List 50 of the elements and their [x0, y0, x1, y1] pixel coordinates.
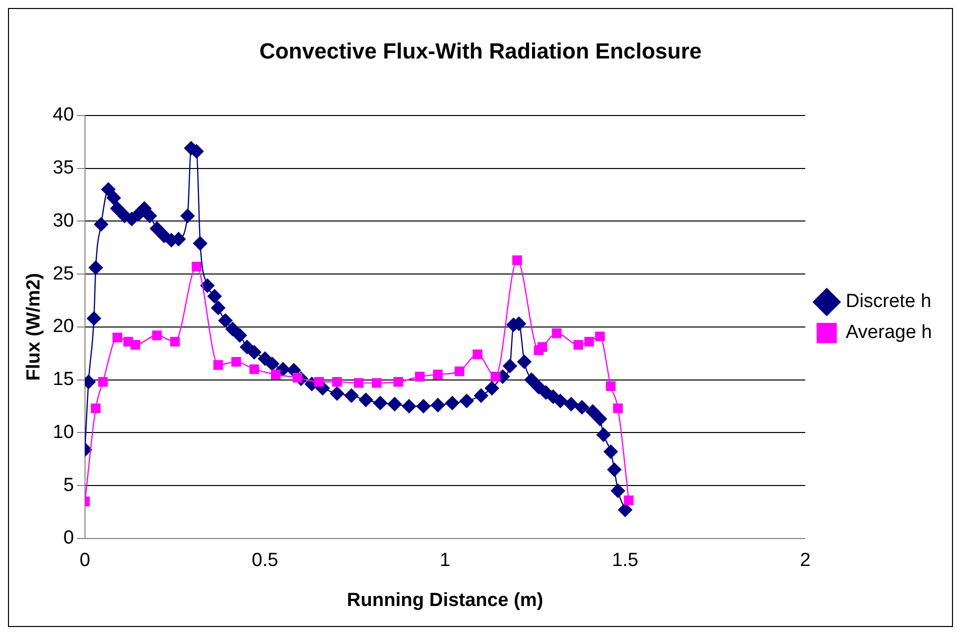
point	[393, 377, 404, 387]
point	[130, 340, 140, 350]
x-axis-title: Running Distance (m)	[346, 590, 544, 611]
point	[584, 336, 594, 347]
point	[552, 328, 562, 338]
point	[433, 370, 443, 380]
point	[372, 378, 382, 388]
point	[90, 403, 101, 414]
point	[490, 372, 500, 382]
y-tick-label: 25	[52, 263, 74, 284]
point	[192, 262, 202, 272]
x-tick-label: 0.5	[252, 550, 278, 572]
point	[595, 332, 605, 342]
point	[454, 366, 464, 376]
point	[624, 495, 634, 506]
point	[573, 340, 584, 350]
legend-label: Discrete h	[846, 291, 932, 312]
point	[613, 403, 623, 414]
point	[606, 381, 616, 391]
x-tick-label: 1	[440, 550, 450, 572]
y-tick-label: 30	[52, 210, 74, 232]
point	[213, 360, 224, 370]
y-tick-label: 35	[52, 158, 74, 179]
y-tick-label: 40	[52, 104, 74, 126]
legend-label: Average h	[846, 322, 932, 344]
chart-title: Convective Flux-With Radiation Enclosure	[259, 38, 702, 64]
point	[152, 330, 162, 340]
point	[537, 342, 548, 352]
y-axis-title: Flux (W/m2)	[24, 273, 45, 381]
point	[332, 377, 342, 387]
y-tick-label: 5	[63, 474, 74, 496]
point	[231, 356, 242, 367]
point	[512, 255, 522, 266]
y-tick-label: 15	[52, 369, 74, 390]
point	[292, 372, 302, 383]
point	[314, 377, 324, 387]
point	[98, 377, 108, 387]
x-tick-label: 0	[80, 550, 90, 572]
y-tick-label: 10	[52, 422, 74, 443]
point	[170, 336, 180, 347]
point	[270, 370, 281, 380]
y-tick-label: 20	[52, 316, 74, 338]
point	[472, 350, 482, 360]
y-tick-label: 0	[63, 528, 74, 549]
x-tick-label: 1.5	[612, 550, 638, 572]
x-tick-label: 2	[800, 550, 811, 572]
point	[112, 332, 122, 342]
point	[354, 378, 364, 388]
point	[249, 364, 260, 374]
point	[415, 372, 425, 382]
